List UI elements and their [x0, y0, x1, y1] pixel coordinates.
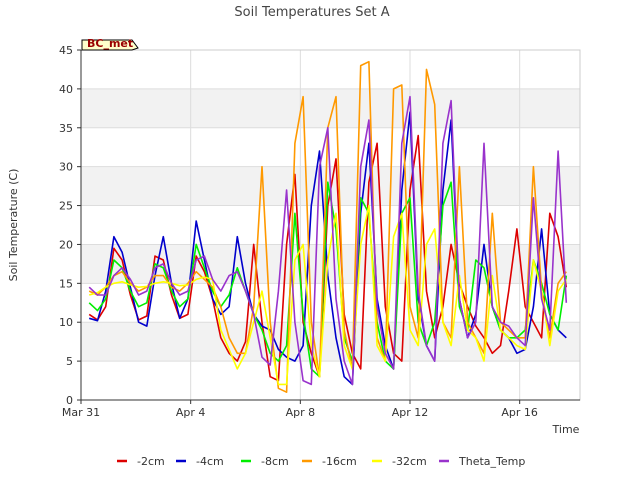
plot-area — [81, 50, 580, 400]
axes: 0 5 10 15 20 25 30 35 40 45 Mar 31 Apr 4 Apr 8 Apr 12… — [59, 44, 581, 419]
y-tick-label: 45 — [59, 44, 73, 57]
x-axis-label: Time — [552, 423, 580, 436]
y-tick-label: 5 — [66, 355, 73, 368]
y-tick-label: 10 — [59, 316, 73, 329]
legend-label: -2cm — [137, 455, 165, 468]
series-line-4cm — [88, 111, 567, 386]
x-tick-label: Apr 8 — [286, 406, 316, 419]
site-label: BC_met — [87, 37, 133, 50]
y-tick-label: 20 — [59, 238, 73, 251]
series-lines — [88, 60, 568, 393]
plot-band — [81, 322, 580, 362]
site-label-box: BC_met — [81, 37, 139, 51]
plot-band — [81, 88, 580, 128]
y-tick-label: 30 — [59, 161, 73, 174]
series-line-32cm — [88, 204, 567, 386]
legend-label: -32cm — [392, 455, 427, 468]
legend-label: Theta_Temp — [458, 455, 525, 468]
x-tick-label: Mar 31 — [62, 406, 100, 419]
y-tick-label: 40 — [59, 83, 73, 96]
legend: -2cm -4cm -8cm -16cm -32cm Theta_Temp — [117, 455, 525, 468]
y-axis-label: Soil Temperature (C) — [7, 169, 20, 282]
y-tick-label: 0 — [66, 394, 73, 407]
legend-label: -16cm — [322, 455, 357, 468]
x-tick-label: Apr 4 — [176, 406, 206, 419]
y-tick-label: 35 — [59, 122, 73, 135]
legend-label: -4cm — [196, 455, 224, 468]
site-label-background — [81, 39, 139, 51]
legend-label: -8cm — [261, 455, 289, 468]
x-tick-label: Apr 12 — [392, 406, 429, 419]
y-tick-label: 15 — [59, 277, 73, 290]
chart-title: Soil Temperatures Set A — [234, 5, 389, 20]
series-line-thetatemp — [88, 95, 568, 386]
x-tick-label: Apr 16 — [501, 406, 538, 419]
y-tick-label: 25 — [59, 200, 73, 213]
